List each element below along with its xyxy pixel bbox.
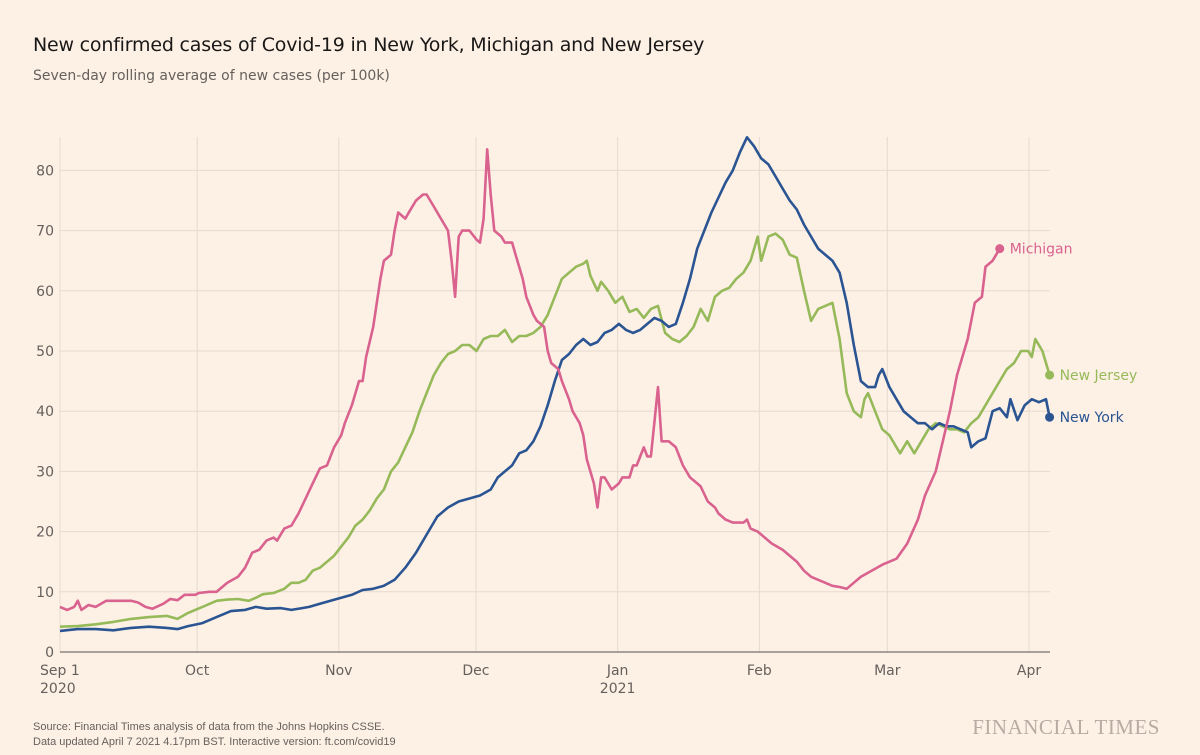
x-tick-label: Jan: [606, 663, 629, 679]
series-label: New York: [1060, 410, 1125, 426]
update-note: Data updated April 7 2021 4.17pm BST. In…: [33, 736, 396, 748]
series-line-michigan: [59, 148, 1001, 612]
x-tick-label: Mar: [874, 663, 901, 679]
chart-title: New confirmed cases of Covid-19 in New Y…: [33, 34, 705, 56]
x-tick-sublabel: 2021: [600, 681, 636, 697]
series-end-marker: [1045, 370, 1055, 380]
axes: 0 10 20 30 40 50 60 70 80 Sep 1 2020 Oct Nov Dec Jan 20…: [36, 163, 1050, 697]
y-tick-label: 60: [36, 284, 54, 300]
y-tick-label: 80: [36, 163, 54, 179]
grid: [59, 137, 1050, 652]
x-tick-label: Nov: [325, 663, 352, 679]
series-label: New Jersey: [1060, 368, 1138, 384]
x-tick-label: Sep 1: [40, 663, 80, 679]
y-tick-label: 50: [36, 344, 54, 360]
series-label: Michigan: [1010, 242, 1073, 258]
chart-subtitle: Seven-day rolling average of new cases (…: [33, 68, 390, 84]
series-end-marker: [995, 244, 1005, 254]
ft-logo: FINANCIAL TIMES: [972, 715, 1160, 739]
y-tick-label: 40: [36, 404, 54, 420]
series-line-new-jersey: [59, 232, 1051, 628]
x-tick-label: Oct: [185, 663, 210, 679]
series-lines: [59, 136, 1051, 633]
series-end-marker: [1045, 412, 1055, 422]
y-tick-label: 20: [36, 525, 54, 541]
x-tick-label: Feb: [747, 663, 772, 679]
series-end-labels: New Jersey New York Michigan: [995, 242, 1138, 426]
y-tick-label: 70: [36, 224, 54, 240]
series-line-new-york: [59, 136, 1051, 633]
y-tick-label: 30: [36, 464, 54, 480]
footer: Source: Financial Times analysis of data…: [33, 720, 396, 750]
y-tick-label: 10: [36, 585, 54, 601]
y-tick-label: 0: [45, 645, 54, 661]
x-tick-label: Dec: [462, 663, 489, 679]
x-tick-sublabel: 2020: [40, 681, 76, 697]
x-tick-label: Apr: [1017, 663, 1041, 679]
source-note: Source: Financial Times analysis of data…: [33, 721, 385, 733]
